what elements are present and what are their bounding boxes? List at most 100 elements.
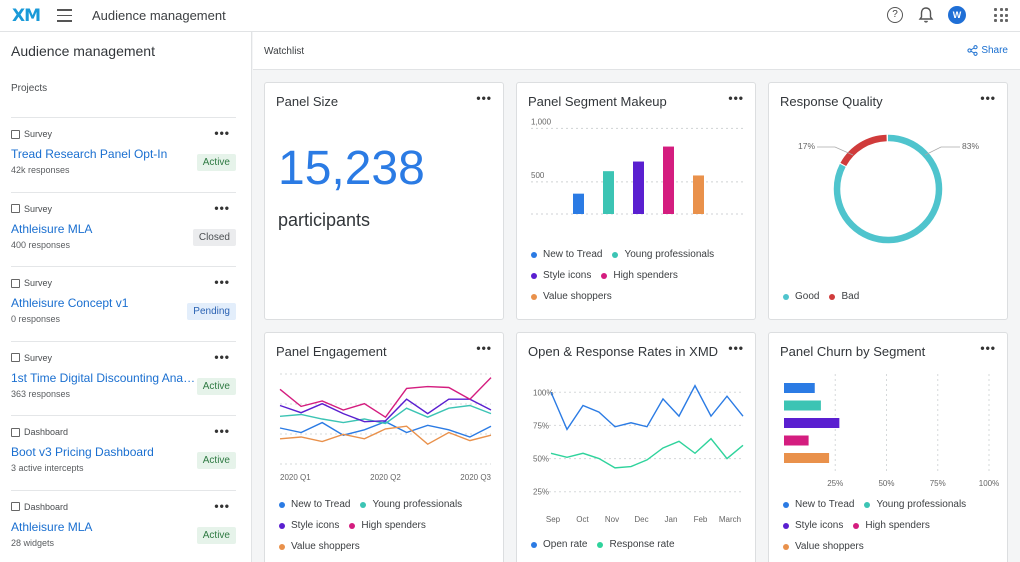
legend-item-value-shoppers[interactable]: Value shoppers — [279, 541, 360, 552]
bar-new-to-tread[interactable] — [784, 383, 815, 393]
legend-item-value-shoppers[interactable]: Value shoppers — [783, 541, 864, 552]
line-style-icons[interactable] — [279, 398, 492, 423]
legend-label: New to Tread — [795, 499, 855, 510]
legend-swatch — [531, 272, 537, 279]
project-type-label: Dashboard — [24, 501, 69, 512]
xm-logo[interactable]: XM — [12, 6, 41, 26]
project-item[interactable]: Survey ••• Athleisure Concept v1 0 response… — [11, 266, 236, 340]
legend-item-new-to-tread[interactable]: New to Tread — [783, 499, 854, 510]
bar-young-professionals[interactable] — [603, 171, 614, 214]
legend-item-new-to-tread[interactable]: New to Tread — [531, 249, 602, 260]
project-meta: 3 active intercepts — [11, 463, 84, 473]
donut-slice-good[interactable] — [833, 134, 943, 244]
project-name-link[interactable]: Athleisure MLA — [11, 519, 93, 534]
legend-item-high-spenders[interactable]: High spenders — [853, 520, 930, 531]
legend-label: Style icons — [795, 520, 844, 531]
legend-item-open-rate[interactable]: Open rate — [531, 539, 587, 550]
legend-label: High spenders — [865, 520, 930, 531]
project-name-link[interactable]: Athleisure MLA — [11, 221, 93, 236]
legend-item-high-spenders[interactable]: High spenders — [349, 520, 426, 531]
bar-high-spenders[interactable] — [663, 146, 674, 214]
project-item[interactable]: Survey ••• Athleisure MLA 400 responses Clos… — [11, 191, 236, 266]
user-avatar[interactable]: W — [948, 6, 966, 24]
legend-label: New to Tread — [291, 499, 351, 510]
more-options-icon[interactable]: ••• — [214, 126, 230, 140]
legend: New to Tread Young professionals Style ico… — [783, 499, 976, 562]
project-item[interactable]: Dashboard ••• Athleisure MLA 28 widgets Acti… — [11, 489, 236, 562]
project-name-link[interactable]: 1st Time Digital Discounting Analy... — [11, 370, 196, 385]
legend-item-style-icons[interactable]: Style icons — [531, 270, 591, 281]
project-item[interactable]: Survey ••• 1st Time Digital Discounting An… — [11, 340, 236, 415]
card-title: Panel Size — [276, 94, 339, 109]
more-options-icon[interactable]: ••• — [728, 341, 744, 355]
project-type: Dashboard — [11, 427, 68, 437]
bar-value-shoppers[interactable] — [693, 175, 704, 214]
legend-label: Value shoppers — [543, 291, 612, 302]
x-tick-label: Nov — [605, 515, 619, 524]
project-type: Survey — [11, 353, 52, 363]
x-tick-label: 2020 Q2 — [370, 473, 401, 482]
help-icon[interactable]: ? — [887, 7, 903, 23]
more-options-icon[interactable]: ••• — [980, 341, 996, 355]
project-item[interactable]: Survey ••• Tread Research Panel Opt-In 42k … — [11, 117, 236, 191]
project-name-link[interactable]: Athleisure Concept v1 — [11, 296, 129, 310]
more-options-icon[interactable]: ••• — [214, 424, 230, 438]
bar-style-icons[interactable] — [633, 161, 644, 214]
menu-icon[interactable] — [57, 9, 72, 22]
x-tick-label: 75% — [930, 479, 946, 488]
status-badge: Active — [196, 154, 236, 171]
more-options-icon[interactable]: ••• — [214, 200, 230, 215]
more-options-icon[interactable]: ••• — [214, 275, 230, 289]
line-open-rate[interactable] — [550, 384, 744, 431]
bar-young-professionals[interactable] — [784, 400, 821, 411]
more-options-icon[interactable]: ••• — [214, 349, 230, 364]
project-item[interactable]: Dashboard ••• Boot v3 Pricing Dashboard 3 a… — [11, 415, 236, 489]
x-tick-label: 100% — [979, 479, 999, 488]
share-button[interactable]: Share — [967, 45, 1008, 56]
project-type-label: Dashboard — [24, 427, 69, 437]
project-name-link[interactable]: Boot v3 Pricing Dashboard — [11, 445, 154, 459]
dashboard-icon — [11, 502, 20, 511]
card-title: Response Quality — [780, 94, 883, 109]
legend-item-style-icons[interactable]: Style icons — [783, 520, 843, 531]
line-new-to-tread[interactable] — [279, 420, 492, 438]
open-response-rates-card: Open & Response Rates in XMD ••• 25% 50% 7… — [516, 332, 756, 562]
line-high-spenders[interactable] — [279, 377, 492, 419]
x-tick-label: Oct — [576, 515, 589, 524]
more-options-icon[interactable]: ••• — [476, 91, 492, 105]
notification-bell-icon[interactable] — [918, 6, 934, 24]
more-options-icon[interactable]: ••• — [476, 341, 492, 355]
line-value-shoppers[interactable] — [279, 425, 492, 446]
legend-item-young-professionals[interactable]: Young professionals — [612, 249, 714, 260]
legend-item-young-professionals[interactable]: Young professionals — [864, 499, 966, 510]
line-response-rate[interactable] — [550, 437, 744, 469]
legend-item-response-rate[interactable]: Response rate — [597, 539, 675, 550]
bar-new-to-tread[interactable] — [573, 193, 584, 214]
legend-swatch — [531, 293, 537, 300]
legend-item-good[interactable]: Good — [783, 291, 819, 302]
legend-item-bad[interactable]: Bad — [829, 291, 859, 302]
project-type-label: Survey — [24, 352, 53, 363]
response-quality-card: Response Quality ••• 17% 83% Good Bad — [768, 82, 1008, 320]
legend-item-value-shoppers[interactable]: Value shoppers — [531, 291, 612, 302]
bar-high-spenders[interactable] — [784, 435, 809, 446]
project-name-link[interactable]: Tread Research Panel Opt-In — [11, 147, 168, 161]
legend-swatch — [279, 522, 285, 529]
more-options-icon[interactable]: ••• — [728, 91, 744, 105]
bar-value-shoppers[interactable] — [784, 453, 830, 463]
legend-label: Young professionals — [624, 249, 715, 260]
legend-item-style-icons[interactable]: Style icons — [279, 520, 339, 531]
bar-style-icons[interactable] — [784, 418, 840, 428]
dashboard-icon — [11, 427, 20, 437]
app-title: Audience management — [92, 8, 226, 23]
line-young-professionals[interactable] — [279, 404, 492, 425]
more-options-icon[interactable]: ••• — [980, 91, 996, 105]
legend-item-high-spenders[interactable]: High spenders — [601, 270, 678, 281]
project-type: Survey — [11, 278, 52, 288]
legend-swatch — [783, 293, 789, 300]
legend-item-new-to-tread[interactable]: New to Tread — [279, 499, 350, 510]
app-switcher-icon[interactable] — [994, 8, 1008, 22]
legend-item-young-professionals[interactable]: Young professionals — [360, 499, 462, 510]
more-options-icon[interactable]: ••• — [214, 498, 230, 513]
legend-swatch — [783, 543, 789, 550]
